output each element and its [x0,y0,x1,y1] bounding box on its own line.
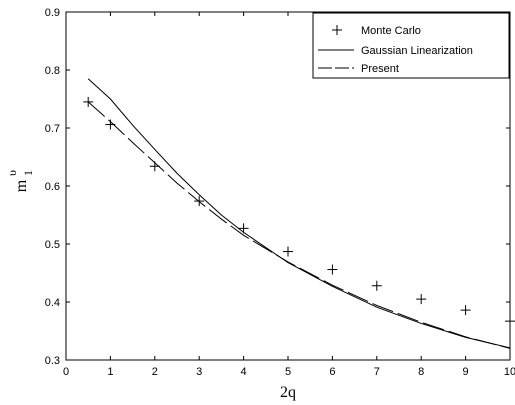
svg-text:m: m [13,179,30,192]
series-line-gaussian-linearization [87,78,511,349]
legend-item-gaussian: Gaussian Linearization [318,45,473,57]
data-point [327,264,338,275]
legend-label-gaussian: Gaussian Linearization [361,45,473,57]
data-point [371,280,382,291]
legend-label-present: Present [361,63,399,75]
tick-labels: 0 1 2 3 4 5 6 7 8 9 10 0.3 0.4 0.5 0.6 0.7 0.8 0.9 [45,7,515,378]
data-point [283,246,293,257]
x-tick-label: 8 [418,366,424,378]
y-tick-label: 0.4 [45,297,60,309]
svg-text:1: 1 [21,170,35,176]
x-tick-label: 7 [374,366,380,378]
y-tick-label: 0.9 [45,7,60,19]
x-tick-label: 0 [63,366,69,378]
x-tick-label: 9 [463,366,469,378]
y-tick-label: 0.7 [45,123,60,135]
x-axis-label: 2q [280,384,296,401]
data-point [505,316,515,327]
data-point [238,223,249,234]
legend-box [312,12,510,79]
y-label-superscript: υ [5,170,19,176]
series-line-present [87,101,511,349]
legend-item-monte-carlo: Monte Carlo [332,25,421,37]
svg-text:υ: υ [5,170,19,176]
y-axis-label: m 1 υ [5,170,35,192]
y-label-base: m [13,179,30,192]
x-tick-label: 3 [196,366,202,378]
plus-marker-icon [332,25,342,35]
y-tick-label: 0.5 [45,239,60,251]
legend-item-present: Present [318,63,399,75]
x-tick-label: 2 [152,366,158,378]
y-tick-label: 0.3 [45,355,60,367]
x-tick-label: 10 [504,366,515,378]
y-tick-label: 0.8 [45,65,60,77]
x-tick-label: 4 [241,366,247,378]
y-label-subscript: 1 [21,170,35,176]
data-point [416,294,427,305]
legend-label-monte-carlo: Monte Carlo [361,25,421,37]
x-tick-label: 5 [285,366,291,378]
y-tick-label: 0.6 [45,181,60,193]
series-layer [83,78,515,349]
data-point [460,305,471,316]
x-tick-label: 6 [329,366,335,378]
x-tick-label: 1 [107,366,113,378]
legend: Monte Carlo Gaussian Linearization Prese… [312,12,510,79]
